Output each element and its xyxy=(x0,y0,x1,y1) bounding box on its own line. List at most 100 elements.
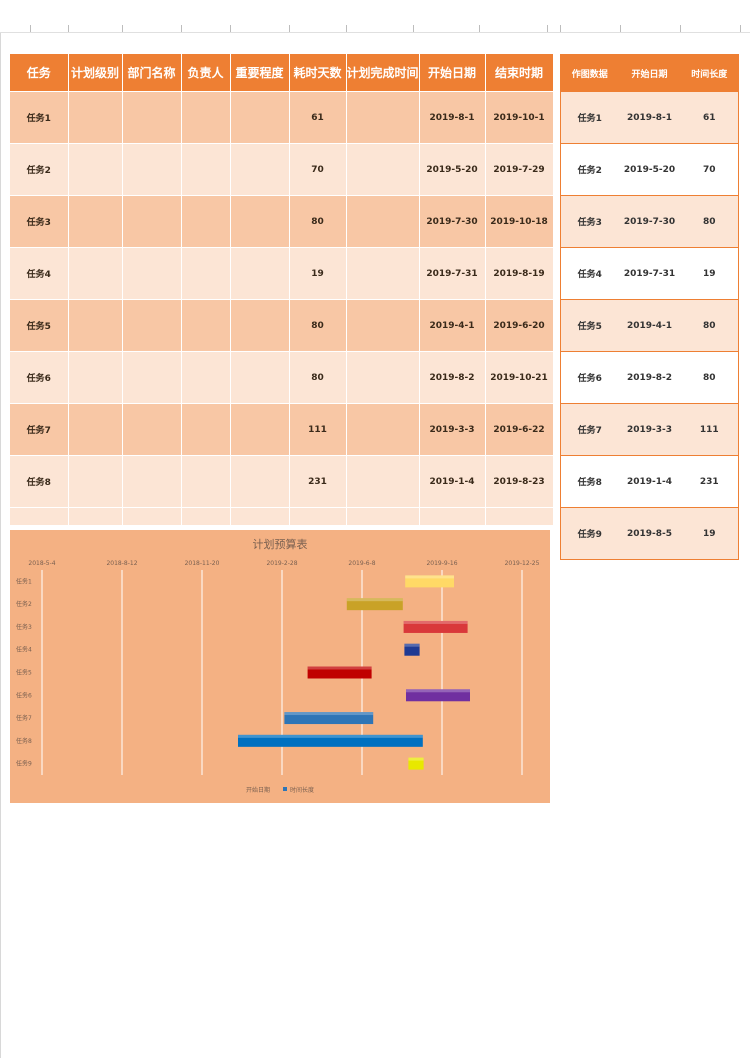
side-cell-length[interactable]: 19 xyxy=(680,247,739,300)
cell-plan-level[interactable] xyxy=(68,299,123,352)
side-cell-start[interactable]: 2019-8-1 xyxy=(618,92,681,144)
cell-importance[interactable] xyxy=(230,299,290,352)
cell-department[interactable] xyxy=(122,195,182,248)
cell-owner[interactable] xyxy=(181,299,231,352)
cell-planned-finish[interactable] xyxy=(346,299,420,352)
header-department[interactable]: 部门名称 xyxy=(122,54,182,92)
cell-planned-finish[interactable] xyxy=(346,247,420,300)
cell-empty[interactable] xyxy=(485,507,554,526)
cell-empty[interactable] xyxy=(230,507,290,526)
side-cell-task[interactable]: 任务8 xyxy=(560,455,619,508)
cell-end-date[interactable]: 2019-10-1 xyxy=(485,91,554,144)
side-cell-task[interactable]: 任务1 xyxy=(560,92,619,144)
side-header-task[interactable]: 作图数据 xyxy=(560,54,619,92)
cell-department[interactable] xyxy=(122,247,182,300)
cell-department[interactable] xyxy=(122,455,182,508)
side-cell-length[interactable]: 80 xyxy=(680,351,739,404)
cell-owner[interactable] xyxy=(181,91,231,144)
cell-start-date[interactable]: 2019-8-1 xyxy=(419,91,486,144)
cell-start-date[interactable]: 2019-1-4 xyxy=(419,455,486,508)
cell-end-date[interactable]: 2019-10-21 xyxy=(485,351,554,404)
side-header-length[interactable]: 时间长度 xyxy=(680,54,739,92)
cell-owner[interactable] xyxy=(181,455,231,508)
side-cell-task[interactable]: 任务9 xyxy=(560,507,619,560)
cell-importance[interactable] xyxy=(230,403,290,456)
cell-planned-finish[interactable] xyxy=(346,91,420,144)
cell-start-date[interactable]: 2019-8-2 xyxy=(419,351,486,404)
gantt-bar[interactable] xyxy=(307,666,372,679)
cell-task[interactable]: 任务2 xyxy=(10,143,69,196)
cell-plan-level[interactable] xyxy=(68,455,123,508)
cell-plan-level[interactable] xyxy=(68,351,123,404)
cell-department[interactable] xyxy=(122,143,182,196)
cell-owner[interactable] xyxy=(181,195,231,248)
cell-empty[interactable] xyxy=(10,507,69,526)
header-start-date[interactable]: 开始日期 xyxy=(419,54,486,92)
cell-plan-level[interactable] xyxy=(68,91,123,144)
cell-empty[interactable] xyxy=(181,507,231,526)
cell-plan-level[interactable] xyxy=(68,143,123,196)
cell-start-date[interactable]: 2019-7-31 xyxy=(419,247,486,300)
side-cell-start[interactable]: 2019-3-3 xyxy=(618,403,681,456)
side-cell-task[interactable]: 任务2 xyxy=(560,143,619,196)
header-days[interactable]: 耗时天数 xyxy=(289,54,347,92)
side-cell-task[interactable]: 任务6 xyxy=(560,351,619,404)
cell-days[interactable]: 80 xyxy=(289,195,347,248)
header-task[interactable]: 任务 xyxy=(10,54,69,92)
header-importance[interactable]: 重要程度 xyxy=(230,54,290,92)
cell-planned-finish[interactable] xyxy=(346,195,420,248)
cell-department[interactable] xyxy=(122,351,182,404)
side-cell-start[interactable]: 2019-1-4 xyxy=(618,455,681,508)
cell-days[interactable]: 19 xyxy=(289,247,347,300)
cell-planned-finish[interactable] xyxy=(346,403,420,456)
cell-end-date[interactable]: 2019-8-23 xyxy=(485,455,554,508)
cell-empty[interactable] xyxy=(289,507,347,526)
gantt-bar[interactable] xyxy=(346,598,403,611)
cell-department[interactable] xyxy=(122,299,182,352)
cell-planned-finish[interactable] xyxy=(346,455,420,508)
cell-days[interactable]: 111 xyxy=(289,403,347,456)
cell-end-date[interactable]: 2019-6-20 xyxy=(485,299,554,352)
cell-days[interactable]: 80 xyxy=(289,299,347,352)
gantt-bar[interactable] xyxy=(408,757,424,770)
cell-owner[interactable] xyxy=(181,143,231,196)
cell-end-date[interactable]: 2019-6-22 xyxy=(485,403,554,456)
gantt-bar[interactable] xyxy=(238,734,423,747)
cell-end-date[interactable]: 2019-7-29 xyxy=(485,143,554,196)
side-cell-length[interactable]: 19 xyxy=(680,507,739,560)
side-cell-start[interactable]: 2019-8-2 xyxy=(618,351,681,404)
side-cell-start[interactable]: 2019-5-20 xyxy=(618,143,681,196)
side-cell-length[interactable]: 80 xyxy=(680,195,739,248)
header-plan-level[interactable]: 计划级别 xyxy=(68,54,123,92)
cell-plan-level[interactable] xyxy=(68,403,123,456)
cell-task[interactable]: 任务4 xyxy=(10,247,69,300)
gantt-bar[interactable] xyxy=(403,620,468,633)
cell-importance[interactable] xyxy=(230,351,290,404)
cell-importance[interactable] xyxy=(230,455,290,508)
side-cell-length[interactable]: 80 xyxy=(680,299,739,352)
cell-start-date[interactable]: 2019-5-20 xyxy=(419,143,486,196)
cell-empty[interactable] xyxy=(419,507,486,526)
cell-planned-finish[interactable] xyxy=(346,143,420,196)
side-cell-start[interactable]: 2019-4-1 xyxy=(618,299,681,352)
cell-planned-finish[interactable] xyxy=(346,351,420,404)
cell-task[interactable]: 任务7 xyxy=(10,403,69,456)
gantt-bar[interactable] xyxy=(406,689,470,702)
cell-days[interactable]: 70 xyxy=(289,143,347,196)
cell-days[interactable]: 231 xyxy=(289,455,347,508)
cell-days[interactable]: 61 xyxy=(289,91,347,144)
side-cell-task[interactable]: 任务7 xyxy=(560,403,619,456)
cell-importance[interactable] xyxy=(230,91,290,144)
cell-owner[interactable] xyxy=(181,351,231,404)
header-planned-finish[interactable]: 计划完成时间 xyxy=(346,54,420,92)
side-cell-task[interactable]: 任务3 xyxy=(560,195,619,248)
cell-owner[interactable] xyxy=(181,403,231,456)
cell-task[interactable]: 任务8 xyxy=(10,455,69,508)
header-owner[interactable]: 负责人 xyxy=(181,54,231,92)
cell-plan-level[interactable] xyxy=(68,247,123,300)
side-cell-task[interactable]: 任务4 xyxy=(560,247,619,300)
cell-days[interactable]: 80 xyxy=(289,351,347,404)
cell-start-date[interactable]: 2019-3-3 xyxy=(419,403,486,456)
cell-importance[interactable] xyxy=(230,143,290,196)
cell-task[interactable]: 任务3 xyxy=(10,195,69,248)
